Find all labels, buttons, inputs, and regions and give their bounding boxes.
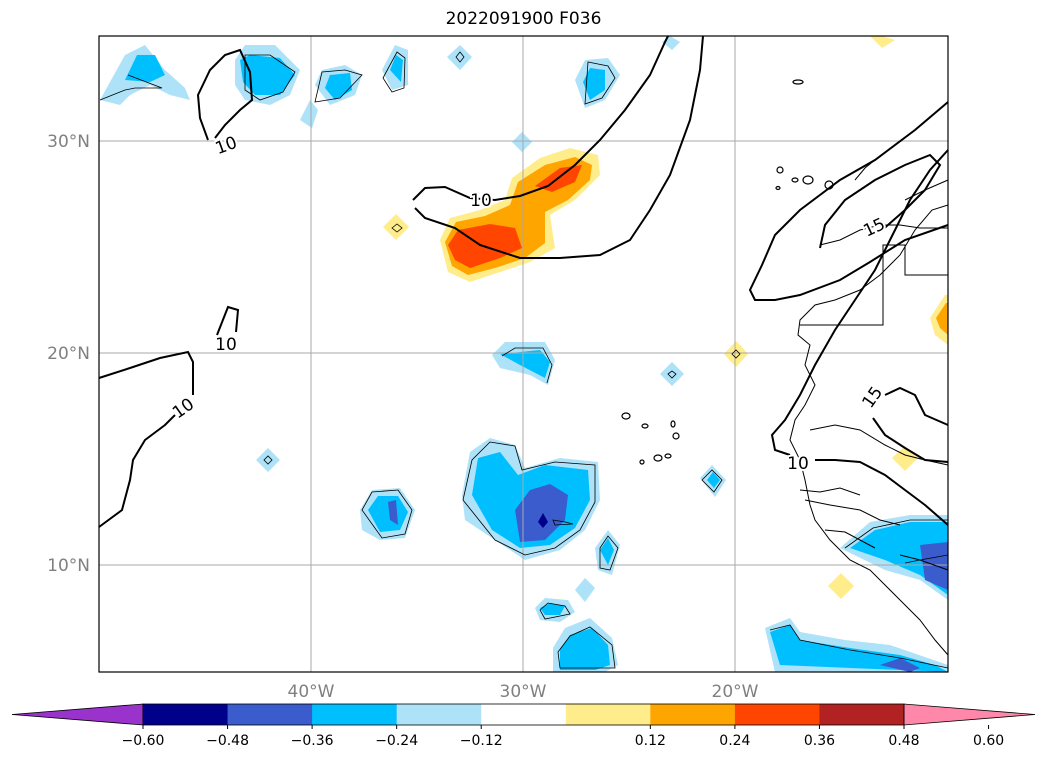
colorbar-tick-label: −0.48 [206, 733, 249, 749]
colorbar-segment [565, 704, 651, 725]
map-title: 2022091900 F036 [445, 9, 602, 29]
negative-anomaly-patch [540, 603, 565, 615]
lon-label-40w: 40°W [288, 682, 335, 702]
lat-label-30n: 30°N [47, 132, 90, 152]
negative-anomaly-patch [512, 132, 532, 152]
colorbar-segment [143, 704, 229, 725]
colorbar-tick-label: −0.60 [122, 733, 165, 749]
colorbar-segment [734, 704, 820, 725]
colorbar-segment [227, 704, 313, 725]
colorbar-segment [481, 704, 567, 725]
positive-anomaly-patch [828, 573, 854, 599]
lon-label-30w: 30°W [500, 682, 547, 702]
colorbar-tick-label: 0.48 [888, 733, 919, 749]
map-frame [98, 35, 949, 673]
latitude-labels: 30°N 20°N 10°N [47, 132, 90, 576]
longitude-labels: 40°W 30°W 20°W [288, 682, 759, 702]
positive-anomaly-patch [870, 36, 895, 48]
positive-anomaly-patch [936, 303, 948, 335]
colorbar-segment [819, 704, 905, 725]
contour-label: 10 [787, 454, 809, 474]
colorbar-extend-low [11, 703, 144, 726]
positive-anomaly-patch [383, 214, 409, 240]
negative-anomaly-patch [240, 55, 295, 95]
negative-anomaly-patch [600, 538, 614, 565]
negative-anomaly-patch [368, 496, 408, 532]
negative-anomaly-patch [125, 55, 165, 82]
graticule [99, 36, 948, 672]
isolines [98, 35, 949, 528]
negative-anomaly-patch [538, 513, 548, 528]
lat-label-20n: 20°N [47, 344, 90, 364]
colorbar-segment [650, 704, 736, 725]
negative-anomaly-patch [850, 522, 948, 595]
colorbar-segment [312, 704, 398, 725]
negative-anomaly-patch [300, 100, 318, 128]
anomaly-outlines [99, 51, 949, 669]
negative-anomaly-patch [256, 448, 280, 472]
colorbar-frame [142, 703, 905, 726]
negative-anomaly-patch [325, 73, 352, 100]
negative-anomaly-patch [707, 472, 720, 488]
colorbar-tick-label: 0.60 [973, 733, 1004, 749]
colorbar-tick-label: −0.12 [460, 733, 503, 749]
negative-anomaly-patch [560, 628, 610, 670]
colorbar-tick-label: 0.12 [635, 733, 666, 749]
negative-anomaly-patch [660, 362, 684, 386]
contour-label: 10 [470, 191, 492, 211]
positive-anomaly-patch [724, 341, 748, 367]
negative-anomaly-patch [447, 45, 472, 70]
colorbar-tick-label: −0.24 [375, 733, 418, 749]
lat-label-10n: 10°N [47, 556, 90, 576]
negative-anomaly-patch [920, 542, 948, 590]
negative-anomaly-patch [583, 68, 605, 100]
negative-anomaly-patch [390, 55, 403, 82]
contour-label: 10 [215, 335, 237, 355]
negative-anomaly-patch [880, 658, 920, 672]
colorbar: −0.60 −0.48 −0.36 −0.24 −0.12 0.12 0.24 0.36 0.4… [11, 703, 1036, 749]
colorbar-tick-label: −0.36 [291, 733, 334, 749]
negative-anomaly-patch [388, 500, 398, 525]
negative-anomaly-patch [575, 578, 595, 602]
colorbar-extend-high [903, 703, 1036, 726]
lon-label-20w: 20°W [712, 682, 759, 702]
negative-anomaly-patch [500, 350, 550, 378]
map-panel: 10 10 10 10 10 15 15 [98, 35, 949, 673]
colorbar-segment [396, 704, 482, 725]
negative-anomaly-patch [515, 484, 568, 542]
colorbar-tick-label: 0.36 [804, 733, 835, 749]
colorbar-tick-label: 0.24 [719, 733, 750, 749]
